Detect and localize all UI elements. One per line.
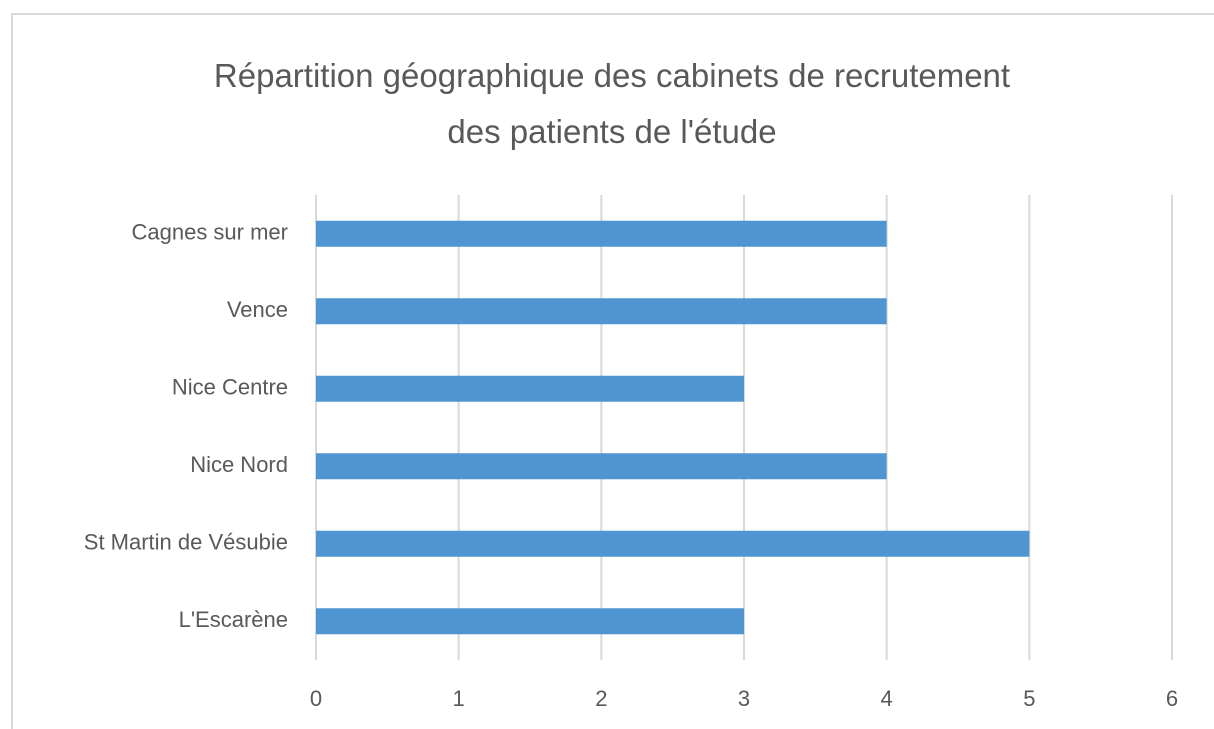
x-tick-label: 3	[738, 686, 750, 711]
bar	[316, 298, 887, 325]
y-tick-label: Nice Nord	[190, 452, 288, 477]
x-tick-label: 2	[595, 686, 607, 711]
bar	[316, 453, 887, 480]
y-tick-label: St Martin de Vésubie	[84, 530, 288, 555]
y-tick-label: Nice Centre	[172, 375, 288, 400]
bar	[316, 608, 744, 635]
chart-title: Répartition géographique des cabinets de…	[213, 57, 1011, 150]
x-tick-label: 4	[881, 686, 893, 711]
bar	[316, 530, 1030, 557]
y-tick-label: Vence	[227, 297, 288, 322]
chart-border	[11, 13, 1214, 729]
x-tick-label: 0	[310, 686, 322, 711]
y-tick-label: L'Escarène	[179, 607, 288, 632]
bar	[316, 220, 887, 247]
y-tick-label: Cagnes sur mer	[131, 220, 288, 245]
bar	[316, 375, 744, 402]
x-tick-label: 1	[453, 686, 465, 711]
x-tick-label: 5	[1023, 686, 1035, 711]
x-tick-label: 6	[1166, 686, 1178, 711]
